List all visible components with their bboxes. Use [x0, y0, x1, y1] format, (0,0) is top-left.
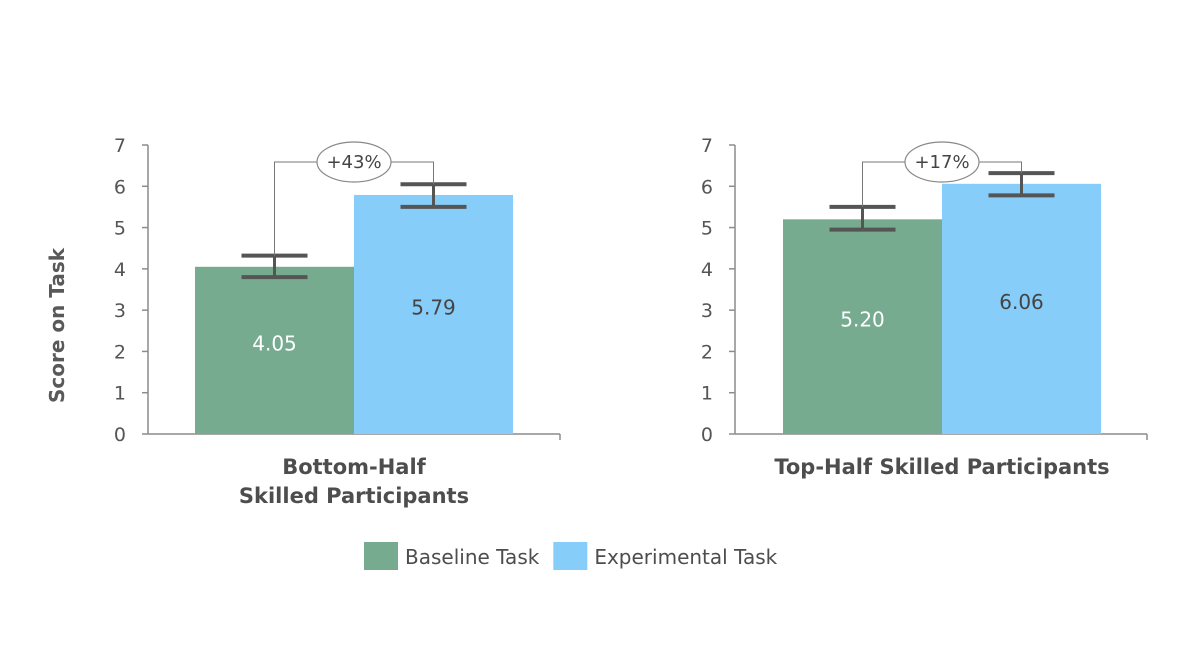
y-tick-label: 0	[114, 424, 126, 446]
percent-badge-label: +43%	[326, 152, 381, 173]
y-axis-label: Score on Task	[45, 247, 69, 403]
bar-value-label: 5.20	[840, 308, 885, 332]
y-tick-label: 5	[114, 218, 126, 240]
percent-badge	[904, 141, 980, 183]
x-axis-label: Skilled Participants	[239, 484, 469, 508]
bar-value-label: 4.05	[252, 331, 297, 355]
y-tick-label: 4	[114, 259, 126, 281]
legend-swatch	[553, 542, 588, 570]
x-axis-label: Bottom-Half	[282, 455, 426, 479]
percent-badge-label: +17%	[914, 152, 969, 173]
legend-swatch	[364, 542, 398, 570]
y-tick-label: 1	[114, 383, 126, 405]
experimental-bar	[354, 194, 513, 434]
y-tick-label: 5	[701, 218, 713, 240]
y-tick-label: 0	[701, 424, 713, 446]
bar-value-label: 6.06	[999, 290, 1044, 314]
y-tick-label: 1	[701, 383, 713, 405]
y-tick-label: 6	[701, 176, 713, 198]
y-tick-label: 4	[701, 259, 713, 281]
y-tick-label: 3	[114, 300, 126, 322]
x-axis-label: Top-Half Skilled Participants	[774, 455, 1109, 479]
y-tick-label: 7	[114, 135, 126, 157]
baseline-bar	[195, 266, 354, 434]
experimental-bar	[942, 183, 1101, 434]
percent-badge	[316, 141, 392, 183]
y-tick-label: 2	[114, 341, 126, 363]
legend-label: Baseline Task	[405, 545, 540, 569]
y-tick-label: 3	[701, 300, 713, 322]
y-tick-label: 7	[701, 135, 713, 157]
baseline-bar	[783, 219, 942, 434]
bar-value-label: 5.79	[411, 295, 456, 319]
y-tick-label: 6	[114, 176, 126, 198]
legend-label: Experimental Task	[594, 545, 777, 569]
y-tick-label: 2	[701, 341, 713, 363]
